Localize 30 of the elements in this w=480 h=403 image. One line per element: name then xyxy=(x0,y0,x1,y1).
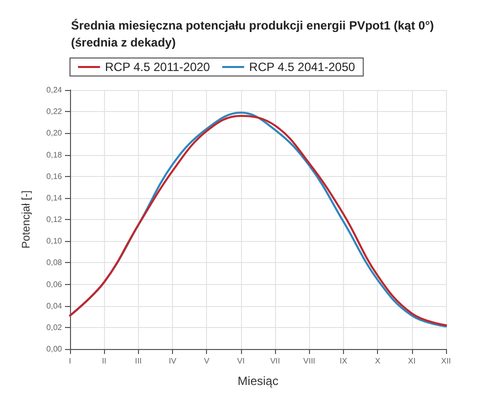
chart-title: Średnia miesięczna potencjału produkcji energii PVpot1 (kąt 0°) (średnia z dekady) xyxy=(71,18,434,50)
x-tick-label: VIII xyxy=(303,356,316,366)
y-axis-title: Potencjał [-] xyxy=(20,190,32,249)
x-tick-label: IV xyxy=(168,356,177,366)
legend-label: RCP 4.5 2041-2050 xyxy=(249,60,356,74)
y-tick-label: 0,18 xyxy=(46,150,63,160)
y-tick-label: 0,22 xyxy=(46,107,63,116)
x-tick-label: V xyxy=(204,356,210,366)
x-tick-label: XII xyxy=(441,356,451,366)
x-tick-label: IX xyxy=(340,356,348,366)
x-tick-label: XI xyxy=(408,356,416,366)
y-tick-label: 0,06 xyxy=(46,280,63,289)
x-tick-label: VI xyxy=(237,356,245,366)
y-tick-label: 0,24 xyxy=(46,86,63,94)
y-tick-label: 0,08 xyxy=(46,258,63,268)
y-tick-label: 0,00 xyxy=(46,344,63,354)
legend-label: RCP 4.5 2011-2020 xyxy=(105,60,210,74)
y-tick-label: 0,02 xyxy=(46,322,63,332)
y-tick-label: 0,12 xyxy=(46,215,63,224)
y-tick-label: 0,10 xyxy=(46,236,63,246)
y-tick-label: 0,20 xyxy=(46,128,63,138)
x-tick-label: X xyxy=(374,356,381,366)
y-tick-label: 0,16 xyxy=(46,172,63,181)
x-tick-label: VII xyxy=(270,356,280,366)
y-tick-label: 0,14 xyxy=(46,193,63,202)
x-axis-title: Miesiąc xyxy=(238,374,278,388)
x-tick-label: II xyxy=(102,356,106,366)
x-tick-label: I xyxy=(68,356,72,366)
x-tick-label: III xyxy=(135,356,142,366)
y-tick-label: 0,04 xyxy=(46,301,63,310)
